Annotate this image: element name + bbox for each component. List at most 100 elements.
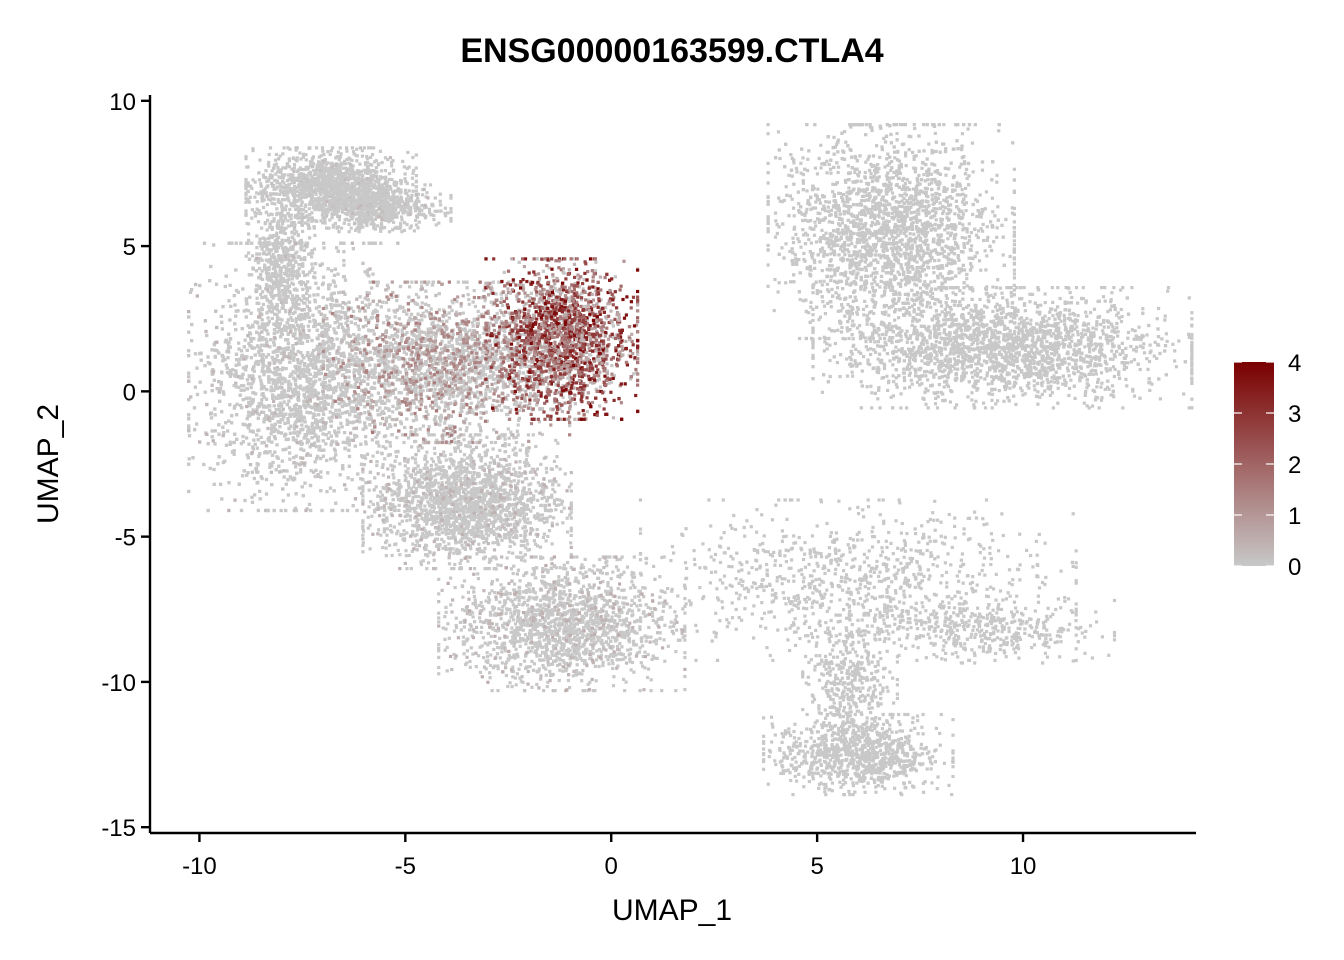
cell-point	[407, 198, 411, 202]
cell-point	[328, 218, 332, 222]
cell-point	[438, 199, 442, 203]
cell-point	[296, 178, 300, 182]
cell-point	[417, 200, 421, 204]
cell-point	[309, 178, 313, 183]
cell-point	[358, 184, 362, 188]
cell-point	[280, 211, 284, 215]
cell-point	[354, 228, 358, 232]
cell-point	[360, 193, 364, 197]
cell-point	[347, 156, 351, 160]
cell-point	[321, 439, 325, 443]
cell-point	[370, 176, 374, 180]
cell-point	[370, 153, 375, 157]
cell-point	[354, 217, 359, 221]
cell-point	[273, 158, 278, 162]
cell-point	[449, 216, 453, 221]
cell-point	[346, 209, 351, 214]
cell-point	[365, 452, 370, 456]
cell-point	[353, 191, 357, 195]
cell-point	[395, 180, 399, 184]
cell-point	[388, 184, 392, 188]
cell-point	[270, 261, 274, 265]
cell-point	[392, 212, 396, 216]
cell-point	[234, 369, 238, 373]
cell-point	[270, 201, 274, 205]
cell-point	[299, 203, 303, 208]
cell-point	[292, 238, 296, 242]
cell-point	[421, 193, 425, 197]
cell-point	[382, 216, 386, 220]
cell-point	[382, 186, 386, 190]
cell-point	[414, 199, 419, 203]
cell-point	[335, 203, 339, 207]
cell-point	[342, 175, 346, 179]
cell-point	[413, 205, 417, 210]
cell-point	[322, 246, 326, 250]
cell-point	[281, 179, 285, 184]
cell-point	[378, 149, 382, 153]
cell-point	[384, 193, 388, 197]
cell-point	[307, 177, 311, 181]
cell-point	[358, 146, 363, 150]
cell-point	[310, 157, 315, 161]
cell-point	[321, 202, 326, 207]
cell-point	[269, 192, 273, 196]
cell-point	[307, 186, 312, 190]
cell-point	[360, 154, 364, 158]
cell-point	[273, 422, 277, 426]
cell-point	[321, 180, 325, 184]
cell-point	[353, 179, 357, 183]
cell-point	[344, 171, 348, 175]
cell-point	[304, 203, 308, 207]
cell-point	[399, 188, 403, 192]
cell-point	[327, 226, 331, 230]
cell-point	[255, 296, 259, 300]
cell-point	[373, 170, 377, 174]
cell-point	[296, 269, 300, 273]
cell-point	[375, 174, 379, 178]
cell-point	[264, 271, 268, 275]
cell-point	[307, 194, 311, 198]
cell-point	[272, 274, 276, 278]
cell-point	[438, 203, 443, 207]
cell-point	[361, 174, 365, 178]
cell-point	[411, 155, 415, 160]
cell-point	[330, 146, 335, 150]
cell-point	[352, 188, 356, 193]
cell-point	[391, 195, 395, 199]
cell-point	[263, 263, 267, 267]
cell-point	[303, 221, 307, 225]
cell-point	[308, 200, 312, 204]
cell-point	[449, 219, 453, 223]
cell-point	[321, 221, 325, 225]
cell-point	[368, 218, 373, 222]
cell-point	[376, 224, 380, 228]
cell-point	[295, 189, 299, 193]
cell-point	[276, 274, 280, 278]
cell-point	[267, 160, 271, 164]
cell-point	[282, 146, 286, 150]
cell-point	[282, 252, 286, 256]
cell-point	[300, 179, 304, 183]
cell-point	[280, 198, 284, 202]
cell-point	[371, 272, 375, 276]
cell-point	[273, 202, 277, 206]
cell-point	[345, 149, 349, 153]
cell-point	[268, 257, 272, 262]
cell-point	[261, 277, 265, 282]
cell-point	[331, 192, 336, 196]
cell-point	[268, 225, 272, 229]
cell-point	[279, 276, 283, 280]
cell-point	[352, 222, 357, 226]
cell-point	[295, 299, 299, 303]
cell-point	[280, 219, 284, 223]
cell-point	[286, 195, 290, 199]
cell-point	[328, 176, 332, 180]
cell-point	[330, 216, 334, 220]
cell-point	[281, 176, 285, 180]
cell-point	[290, 294, 295, 298]
cell-point	[380, 223, 384, 227]
cell-point	[414, 185, 418, 189]
cell-point	[338, 146, 342, 150]
cell-point	[308, 216, 312, 220]
